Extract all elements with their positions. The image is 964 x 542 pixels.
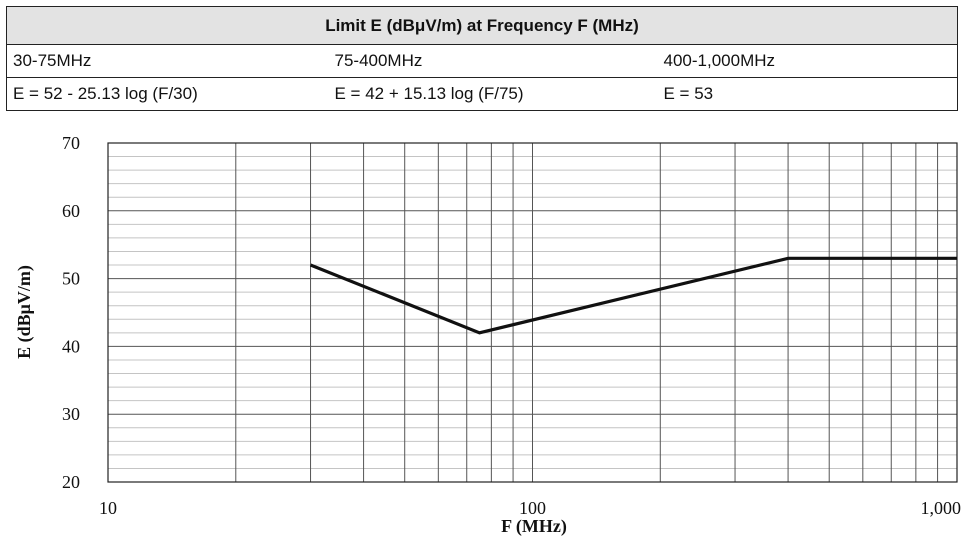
limit-line	[309, 256, 957, 335]
x-axis-title: F (MHz)	[501, 516, 567, 537]
formula-cell-3: E = 53	[657, 77, 958, 111]
y-tick-label: 50	[62, 269, 80, 289]
y-axis-title: E (dBμV/m)	[14, 265, 35, 359]
x-tick-label: 100	[519, 498, 546, 518]
table-row-ranges: 30-75MHz 75-400MHz 400-1,000MHz	[6, 44, 958, 78]
x-tick-label: 1,000	[921, 498, 962, 518]
range-cell-3: 400-1,000MHz	[657, 44, 958, 78]
y-tick-label: 60	[62, 201, 80, 221]
y-tick-label: 20	[62, 472, 80, 492]
x-tick-labels: 10 100 1,000	[99, 498, 961, 518]
limit-table: Limit E (dBμV/m) at Frequency F (MHz) 30…	[6, 6, 958, 111]
chart-frame	[107, 142, 958, 483]
x-tick-label: 10	[99, 498, 117, 518]
y-tick-label: 30	[62, 404, 80, 424]
y-tick-label: 70	[62, 133, 80, 153]
range-cell-2: 75-400MHz	[328, 44, 658, 78]
table-row-formulas: E = 52 - 25.13 log (F/30) E = 42 + 15.13…	[6, 77, 958, 111]
chart-grid	[107, 142, 958, 483]
table-title: Limit E (dBμV/m) at Frequency F (MHz)	[6, 6, 958, 45]
formula-cell-1: E = 52 - 25.13 log (F/30)	[6, 77, 329, 111]
table-header-row: Limit E (dBμV/m) at Frequency F (MHz)	[6, 6, 958, 45]
plot-frame	[107, 142, 958, 483]
y-tick-labels: 20 30 40 50 60 70	[62, 133, 80, 492]
range-cell-1: 30-75MHz	[6, 44, 329, 78]
y-tick-label: 40	[62, 336, 80, 356]
formula-cell-2: E = 42 + 15.13 log (F/75)	[328, 77, 658, 111]
chart-series	[309, 256, 957, 335]
